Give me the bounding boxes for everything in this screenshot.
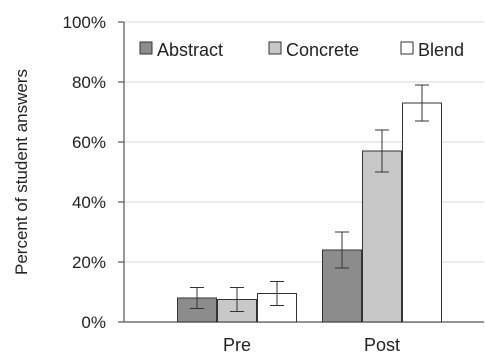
- error-bar-blend-pre: [270, 281, 284, 306]
- legend-label: Abstract: [157, 40, 223, 60]
- legend-swatch: [268, 41, 282, 55]
- bar-abstract-pre: [177, 297, 217, 323]
- y-tick-label: 0%: [81, 313, 106, 332]
- legend-swatch: [400, 41, 414, 55]
- legend-item-concrete: Concrete: [268, 40, 359, 60]
- bar-concrete-post: [362, 150, 402, 323]
- legend-background: [132, 32, 482, 68]
- legend-label: Blend: [418, 40, 464, 60]
- error-bar-blend-post: [415, 84, 429, 122]
- error-bars: [190, 84, 429, 312]
- legend-swatch: [139, 41, 153, 55]
- error-bar-abstract-post: [335, 231, 349, 269]
- legend: Abstract Concrete Blend: [132, 32, 482, 68]
- y-tick-labels: 0% 20% 40% 60% 80% 100%: [63, 13, 106, 332]
- error-bar-concrete-post: [375, 129, 389, 173]
- y-tick-label: 80%: [72, 73, 106, 92]
- error-bar-abstract-pre: [190, 287, 204, 309]
- legend-label: Concrete: [286, 40, 359, 60]
- y-tick-label: 60%: [72, 133, 106, 152]
- bars: [177, 102, 442, 323]
- x-category-label: Post: [364, 335, 400, 355]
- legend-item-abstract: Abstract: [139, 40, 223, 60]
- y-tick-label: 40%: [72, 193, 106, 212]
- y-tick-label: 100%: [63, 13, 106, 32]
- bar-blend-post: [402, 102, 442, 323]
- x-category-labels: Pre Post: [223, 335, 400, 355]
- legend-item-blend: Blend: [400, 40, 464, 60]
- x-category-label: Pre: [223, 335, 251, 355]
- y-tick-label: 20%: [72, 253, 106, 272]
- y-axis-label: Percent of student answers: [12, 69, 31, 275]
- bar-abstract-post: [322, 249, 362, 323]
- error-bar-concrete-pre: [230, 287, 244, 312]
